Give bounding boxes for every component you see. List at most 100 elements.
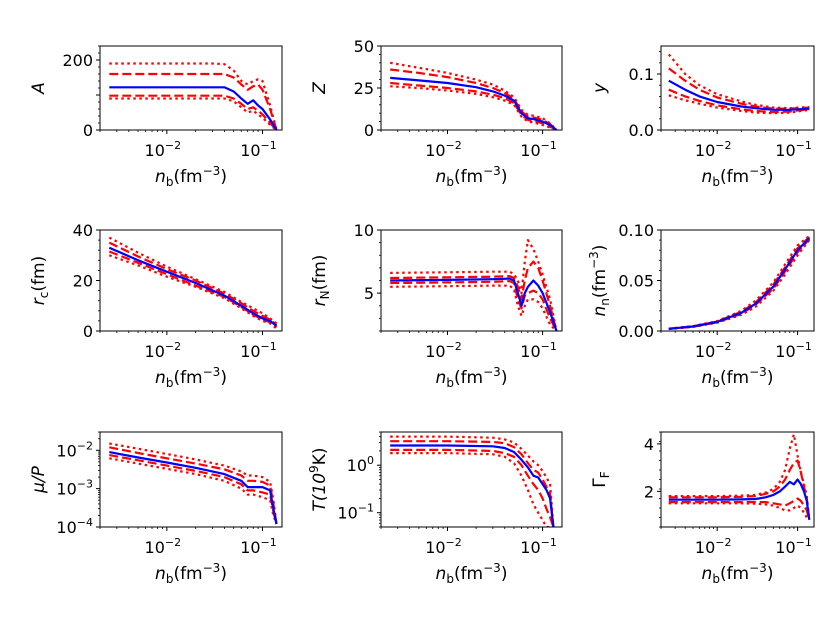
series-line-central	[109, 86, 278, 130]
label-part: 10	[775, 342, 795, 361]
label-part: N	[318, 290, 332, 299]
label-part: 10	[695, 538, 715, 557]
series-line-lower-1	[108, 250, 278, 329]
label-part: −3	[483, 164, 501, 178]
label-part: n	[436, 167, 447, 187]
series-line-lower-2	[390, 85, 557, 130]
label-part: r	[310, 298, 330, 306]
label-part: 10	[145, 342, 165, 361]
label-part: −2	[165, 340, 181, 353]
series-line-lower-1	[390, 280, 558, 331]
label-part: )	[767, 167, 774, 187]
label-part: 5	[364, 284, 374, 303]
label-part: −2	[715, 340, 731, 353]
label-part: −2	[715, 536, 731, 549]
label-part: )	[501, 564, 508, 584]
x-tick-label: 10−2	[695, 139, 732, 160]
label-part: 10	[520, 141, 540, 160]
label-part: )	[501, 368, 508, 388]
y-tick-label: 0.00	[618, 322, 654, 341]
panel-y: 0.00.110−2 10−1nb(fm−3)y	[590, 45, 815, 189]
x-tick-label: 10−2	[145, 340, 182, 361]
series-line-upper-1	[390, 68, 558, 130]
label-part: 10	[520, 538, 540, 557]
label-part: 0	[83, 121, 93, 140]
series-line-upper-1	[109, 446, 278, 525]
panel-frame	[99, 431, 283, 528]
y-tick-label: 0.0	[629, 121, 654, 140]
y-tick-label: 5	[364, 284, 374, 303]
label-part: 10	[425, 342, 445, 361]
label-part: 10	[240, 538, 260, 557]
label-part: 0.10	[618, 221, 654, 240]
x-tick-label: 10−2	[695, 340, 732, 361]
label-part: n	[702, 167, 713, 187]
label-part: 0.00	[618, 322, 654, 341]
series-line-upper-1	[108, 241, 278, 326]
label-part: 10	[145, 538, 165, 557]
label-part: 10	[240, 141, 260, 160]
y-tick-label: 25	[354, 79, 374, 98]
label-part: b	[446, 572, 454, 586]
label-part: μ/P	[29, 465, 49, 494]
label-part: 2	[644, 482, 654, 501]
x-axis-label: nb(fm−3)	[702, 561, 774, 586]
label-part: 0	[364, 121, 374, 140]
label-part: −2	[715, 139, 731, 152]
series-line-central	[668, 79, 810, 111]
series-line-lower-1	[390, 81, 558, 130]
x-tick-label: 10−1	[520, 139, 557, 160]
label-part: )	[220, 564, 227, 584]
label-part: −4	[77, 516, 93, 529]
x-tick-label: 10−1	[520, 536, 557, 557]
series-line-upper-1	[390, 440, 555, 527]
label-part: n	[155, 167, 166, 187]
label-part: 0.05	[618, 272, 654, 291]
series-line-central	[668, 237, 811, 330]
x-axis-label: nb(fm−3)	[155, 164, 227, 189]
label-part: 10	[56, 480, 76, 499]
series-line-upper-2	[667, 53, 810, 110]
label-part: −3	[749, 561, 767, 575]
label-part: n	[702, 564, 713, 584]
x-tick-label: 10−1	[775, 340, 812, 361]
label-part: 0	[367, 454, 374, 467]
y-axis-label: ΓF	[590, 471, 612, 487]
label-part: 40	[73, 221, 93, 240]
label-part: n	[702, 368, 713, 388]
label-part: −2	[446, 340, 462, 353]
label-part: 0.1	[629, 65, 654, 84]
label-part: n	[598, 298, 612, 306]
x-tick-label: 10−1	[240, 139, 277, 160]
label-part: (fm	[590, 269, 610, 298]
series-line-lower-1	[668, 238, 811, 330]
label-part: −1	[261, 340, 277, 353]
x-axis-label: nb(fm−3)	[436, 561, 508, 586]
label-part: −2	[77, 439, 93, 452]
x-axis-label: nb(fm−3)	[436, 365, 508, 390]
label-part: 50	[354, 37, 374, 56]
x-axis-label: nb(fm−3)	[702, 365, 774, 390]
y-tick-label: 10−2	[56, 439, 93, 460]
label-part: 10	[695, 141, 715, 160]
x-axis-label: nb(fm−3)	[436, 164, 508, 189]
x-tick-label: 10−1	[240, 340, 277, 361]
label-part: (fm	[454, 564, 483, 584]
label-part: 10	[337, 504, 357, 523]
label-part: −3	[483, 561, 501, 575]
y-axis-label: Z	[310, 82, 330, 95]
series-line-upper-2	[109, 442, 278, 525]
series-line-lower-2	[390, 284, 558, 331]
series-line-lower-1	[668, 88, 810, 114]
label-part: (fm	[720, 167, 749, 187]
label-part: )	[767, 368, 774, 388]
label-part: 10	[145, 141, 165, 160]
y-tick-label: 20	[73, 272, 93, 291]
label-part: (fm	[454, 368, 483, 388]
label-part: )	[501, 167, 508, 187]
